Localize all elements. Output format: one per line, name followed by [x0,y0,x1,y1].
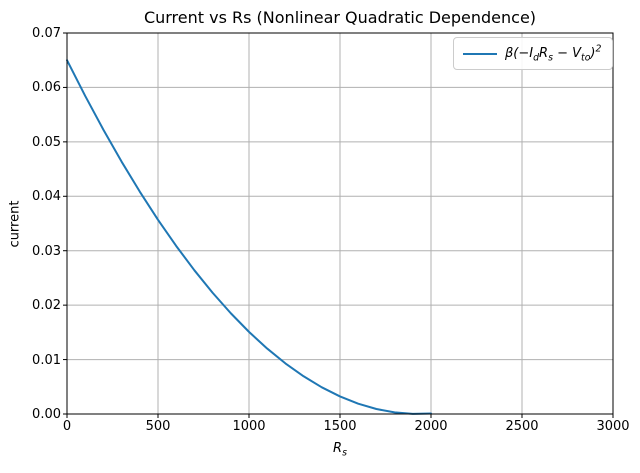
x-tick-label: 500 [145,419,171,434]
y-tick-label: 0.01 [32,352,61,368]
x-tick-label: 2000 [414,419,448,434]
legend-label: β(−IdRs − Vto)2 [505,43,602,64]
chart-title: Current vs Rs (Nonlinear Quadratic Depen… [143,8,537,27]
x-tick-label: 2500 [505,419,539,434]
y-tick-label: 0.06 [32,80,61,96]
legend: β(−IdRs − Vto)2 [453,37,613,70]
y-tick-label: 0.02 [32,298,61,314]
x-axis-label: Rs [333,441,347,459]
curve-path [66,59,432,415]
y-tick-label: 0.04 [32,189,61,205]
y-tick-label: 0.03 [32,243,61,259]
legend-line-swatch [463,52,497,55]
y-tick-label: 0.05 [32,134,61,150]
x-tick-label: 3000 [596,419,630,434]
y-tick-label: 0.00 [32,407,61,422]
x-tick-label: 1000 [232,419,266,434]
y-axis-label: current [7,200,23,248]
x-tick-label: 1500 [323,419,357,434]
x-tick-label: 0 [62,419,72,434]
y-tick-label: 0.07 [32,26,61,41]
